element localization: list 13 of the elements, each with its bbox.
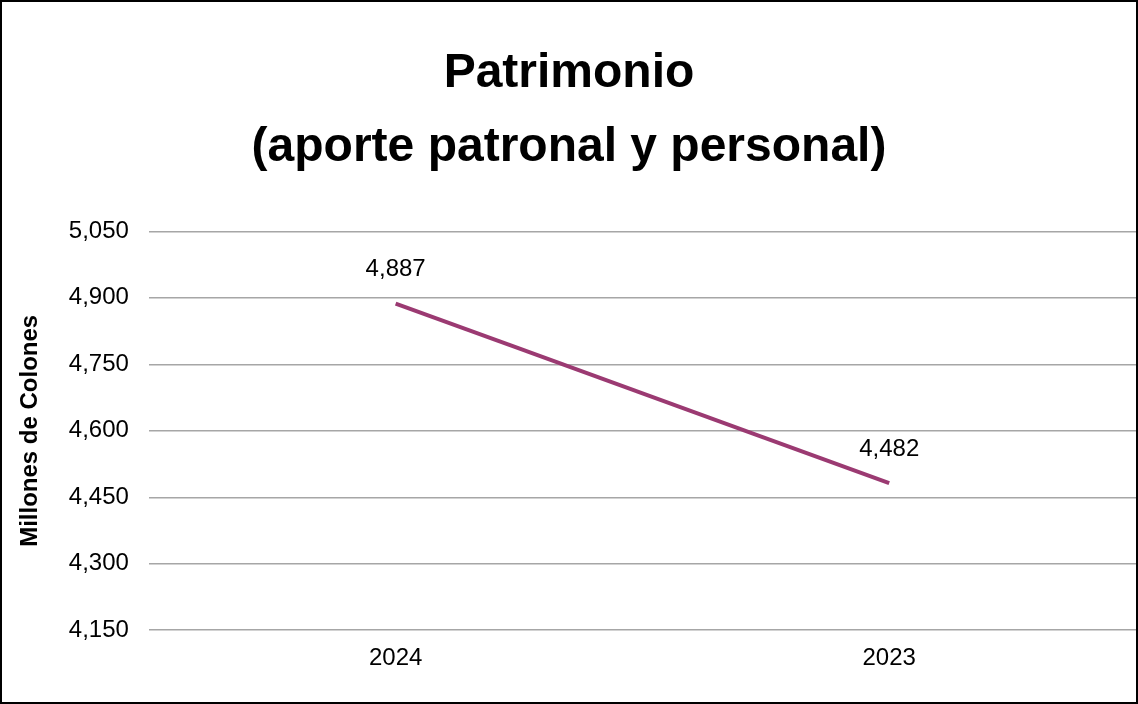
y-tick-label: 4,600	[68, 415, 129, 443]
y-tick-label: 4,450	[68, 481, 129, 509]
y-tick-label: 4,150	[68, 614, 129, 642]
y-tick-label: 5,050	[68, 216, 129, 244]
data-label: 4,887	[365, 254, 426, 282]
y-tick-label: 4,750	[68, 348, 129, 376]
y-tick-label: 4,300	[68, 548, 129, 576]
y-tick-label: 4,900	[68, 282, 129, 310]
x-tick-label: 2023	[862, 643, 916, 671]
x-tick-label: 2024	[368, 643, 423, 671]
data-label: 4,482	[859, 433, 920, 461]
y-axis-title: Millones de Colones	[15, 314, 43, 547]
chart-title: Patrimonio (aporte patronal y personal)	[250, 42, 888, 173]
